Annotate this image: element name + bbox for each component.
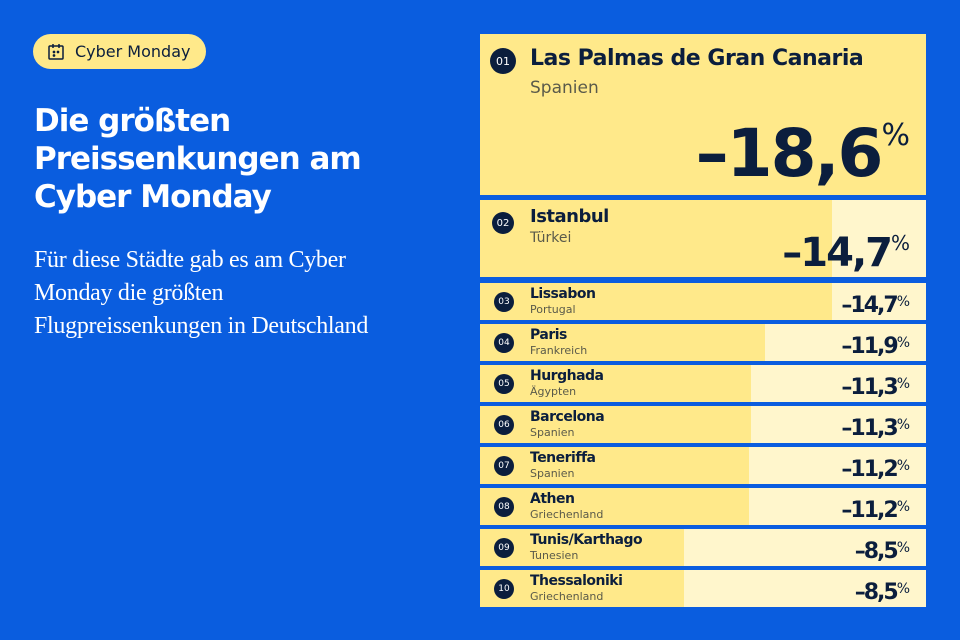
- price-drop-value: –11,3%: [841, 418, 910, 440]
- value-number: –11,9: [841, 334, 898, 359]
- value-number: –11,2: [841, 498, 898, 523]
- city-name: Istanbul: [530, 206, 609, 227]
- price-drop-value: –11,9%: [841, 336, 910, 358]
- rank-badge: 07: [494, 456, 514, 476]
- price-drop-value: –11,2%: [841, 459, 910, 481]
- drop-bar: [480, 283, 833, 320]
- price-drop-value: –8,5%: [855, 582, 910, 604]
- ranking-row: 04 Paris Frankreich –11,9%: [480, 324, 926, 361]
- value-number: –11,3: [841, 375, 898, 400]
- drop-bar: [480, 34, 926, 195]
- ranking-list: 01 Las Palmas de Gran Canaria Spanien –18,6…: [478, 32, 928, 610]
- city-name: Hurghada: [530, 368, 604, 384]
- country-name: Spanien: [530, 467, 575, 480]
- drop-bar: [480, 488, 749, 525]
- ranking-row: 08 Athen Griechenland –11,2%: [480, 488, 926, 525]
- page-title: Die größten Preissenkungen am Cyber Mond…: [34, 103, 362, 215]
- value-unit: %: [881, 118, 910, 153]
- country-name: Spanien: [530, 426, 575, 439]
- value-unit: %: [896, 540, 910, 556]
- value-unit: %: [890, 231, 910, 255]
- price-drop-value: –14,7%: [841, 295, 910, 317]
- drop-bar: [480, 324, 766, 361]
- city-name: Teneriffa: [530, 450, 596, 466]
- calendar-icon: [48, 43, 64, 60]
- ranking-row: 07 Teneriffa Spanien –11,2%: [480, 447, 926, 484]
- country-name: Ägypten: [530, 385, 577, 398]
- country-name: Türkei: [530, 230, 572, 246]
- country-name: Griechenland: [530, 508, 604, 521]
- country-name: Spanien: [530, 78, 599, 98]
- country-name: Griechenland: [530, 590, 604, 603]
- country-name: Portugal: [530, 303, 576, 316]
- city-name: Thessaloniki: [530, 573, 623, 589]
- rank-badge: 03: [494, 292, 514, 312]
- value-unit: %: [896, 294, 910, 310]
- city-name: Tunis/Karthago: [530, 532, 643, 548]
- price-drop-value: –14,7%: [782, 233, 910, 273]
- value-unit: %: [896, 458, 910, 474]
- price-drop-value: –8,5%: [855, 541, 910, 563]
- ranking-row: 02 Istanbul Türkei –14,7%: [480, 200, 926, 277]
- rank-badge: 09: [494, 538, 514, 558]
- drop-bar: [480, 447, 749, 484]
- drop-bar: [480, 200, 833, 277]
- ranking-row: 10 Thessaloniki Griechenland –8,5%: [480, 570, 926, 607]
- ranking-row: 01 Las Palmas de Gran Canaria Spanien –18,6…: [480, 34, 926, 195]
- price-drop-value: –11,3%: [841, 377, 910, 399]
- value-number: –14,7: [782, 230, 893, 276]
- value-unit: %: [896, 499, 910, 515]
- rank-badge: 02: [492, 212, 514, 234]
- drop-bar: [480, 406, 751, 443]
- badge-label: Cyber Monday: [75, 42, 191, 61]
- city-name: Barcelona: [530, 409, 605, 425]
- ranking-row: 06 Barcelona Spanien –11,3%: [480, 406, 926, 443]
- city-name: Paris: [530, 327, 567, 343]
- rank-badge: 01: [490, 48, 516, 74]
- value-unit: %: [896, 335, 910, 351]
- value-number: –18,6: [695, 115, 884, 192]
- rank-badge: 10: [494, 579, 514, 599]
- country-name: Frankreich: [530, 344, 588, 357]
- ranking-row: 09 Tunis/Karthago Tunesien –8,5%: [480, 529, 926, 566]
- rank-badge: 04: [494, 333, 514, 353]
- price-drop-value: –11,2%: [841, 500, 910, 522]
- value-unit: %: [896, 417, 910, 433]
- city-name: Las Palmas de Gran Canaria: [530, 46, 864, 71]
- city-name: Athen: [530, 491, 575, 507]
- city-name: Lissabon: [530, 286, 596, 302]
- drop-bar: [480, 365, 751, 402]
- value-number: –8,5: [854, 580, 899, 605]
- rank-badge: 06: [494, 415, 514, 435]
- ranking-row: 03 Lissabon Portugal –14,7%: [480, 283, 926, 320]
- value-unit: %: [896, 376, 910, 392]
- value-number: –14,7: [841, 293, 898, 318]
- page-subtitle: Für diese Städte gab es am Cyber Monday …: [34, 247, 369, 339]
- value-unit: %: [896, 581, 910, 597]
- ranking-row: 05 Hurghada Ägypten –11,3%: [480, 365, 926, 402]
- value-number: –11,2: [841, 457, 898, 482]
- price-drop-value: –18,6%: [696, 121, 910, 187]
- category-badge: Cyber Monday: [33, 34, 207, 69]
- value-number: –11,3: [841, 416, 898, 441]
- country-name: Tunesien: [530, 549, 579, 562]
- value-number: –8,5: [854, 539, 899, 564]
- rank-badge: 05: [494, 374, 514, 394]
- rank-badge: 08: [494, 497, 514, 517]
